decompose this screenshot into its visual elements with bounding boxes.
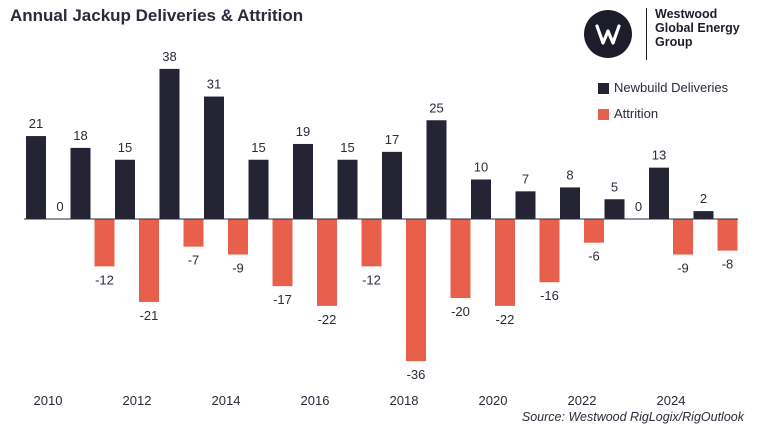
label-attrition-2024: -9 <box>677 261 689 276</box>
bar-newbuild-2011 <box>70 147 91 219</box>
label-attrition-2011: -12 <box>95 272 114 287</box>
label-newbuild-2013: 38 <box>162 49 176 64</box>
label-attrition-2023: 0 <box>635 199 642 214</box>
legend-label-newbuild: Newbuild Deliveries <box>614 80 729 95</box>
label-newbuild-2023: 5 <box>611 179 618 194</box>
bar-attrition-2025 <box>717 219 738 251</box>
x-tick-label-2012: 2012 <box>123 393 152 408</box>
bar-newbuild-2013 <box>159 68 180 220</box>
x-tick-label-2016: 2016 <box>301 393 330 408</box>
x-tick-label-2022: 2022 <box>568 393 597 408</box>
legend-swatch-attrition <box>598 109 609 120</box>
company-logo: Westwood Global Energy Group <box>584 6 754 64</box>
bar-newbuild-2022 <box>560 187 580 219</box>
westwood-logo-icon <box>584 10 632 58</box>
label-newbuild-2021: 7 <box>522 171 529 186</box>
x-tick-label-2020: 2020 <box>479 393 508 408</box>
legend-item-attrition: Attrition <box>598 106 758 124</box>
bar-newbuild-2012 <box>115 159 135 219</box>
bar-newbuild-2025 <box>693 211 714 219</box>
label-attrition-2025: -8 <box>722 257 734 272</box>
label-attrition-2018: -36 <box>407 367 426 382</box>
label-newbuild-2016: 19 <box>296 124 310 139</box>
bar-attrition-2024 <box>673 219 693 255</box>
bar-newbuild-2017 <box>337 159 358 219</box>
bar-attrition-2019 <box>450 219 471 298</box>
bar-attrition-2017 <box>361 219 382 267</box>
legend-item-newbuild: Newbuild Deliveries <box>598 80 758 98</box>
label-newbuild-2017: 15 <box>340 140 354 155</box>
logo-line-3: Group <box>655 35 693 49</box>
logo-text: Westwood Global Energy Group <box>655 7 755 49</box>
logo-divider <box>646 8 647 60</box>
label-attrition-2013: -7 <box>188 253 200 268</box>
bar-newbuild-2023 <box>604 199 625 219</box>
label-newbuild-2010: 21 <box>29 116 43 131</box>
label-newbuild-2019: 25 <box>429 100 443 115</box>
bar-newbuild-2020 <box>471 179 491 219</box>
bar-attrition-2016 <box>317 219 337 306</box>
bar-attrition-2020 <box>495 219 515 306</box>
bar-attrition-2021 <box>539 219 560 283</box>
bar-attrition-2022 <box>584 219 604 243</box>
bar-newbuild-2015 <box>248 159 269 219</box>
label-attrition-2019: -20 <box>451 304 470 319</box>
logo-line-2: Global Energy <box>655 21 740 35</box>
label-attrition-2022: -6 <box>588 249 600 264</box>
bar-newbuild-2018 <box>382 151 402 219</box>
bar-attrition-2012 <box>139 219 159 302</box>
label-newbuild-2024: 13 <box>652 148 666 163</box>
bar-attrition-2014 <box>228 219 248 255</box>
bar-attrition-2018 <box>406 219 426 362</box>
label-attrition-2016: -22 <box>318 312 337 327</box>
bar-newbuild-2021 <box>515 191 536 219</box>
label-attrition-2010: 0 <box>56 199 63 214</box>
bar-newbuild-2019 <box>426 120 447 219</box>
bar-newbuild-2016 <box>293 143 313 219</box>
label-attrition-2012: -21 <box>140 308 159 323</box>
x-tick-label-2018: 2018 <box>390 393 419 408</box>
bar-newbuild-2014 <box>204 96 224 219</box>
source-note: Source: Westwood RigLogix/RigOutlook <box>521 410 744 424</box>
label-attrition-2014: -9 <box>232 261 244 276</box>
x-tick-label-2010: 2010 <box>34 393 63 408</box>
x-tick-label-2014: 2014 <box>212 393 241 408</box>
logo-line-1: Westwood <box>655 7 718 21</box>
label-newbuild-2020: 10 <box>474 160 488 175</box>
label-newbuild-2018: 17 <box>385 132 399 147</box>
label-newbuild-2014: 31 <box>207 77 221 92</box>
label-newbuild-2015: 15 <box>251 140 265 155</box>
label-newbuild-2012: 15 <box>118 140 132 155</box>
label-attrition-2015: -17 <box>273 292 292 307</box>
label-attrition-2021: -16 <box>540 288 559 303</box>
bar-newbuild-2024 <box>649 167 669 219</box>
chart-title: Annual Jackup Deliveries & Attrition <box>10 6 304 25</box>
label-attrition-2017: -12 <box>362 272 381 287</box>
label-attrition-2020: -22 <box>496 312 515 327</box>
bar-newbuild-2010 <box>26 136 46 219</box>
x-tick-label-2024: 2024 <box>657 393 686 408</box>
bar-attrition-2015 <box>272 219 293 287</box>
bar-attrition-2013 <box>183 219 204 247</box>
bar-attrition-2011 <box>94 219 115 267</box>
label-newbuild-2025: 2 <box>700 191 707 206</box>
legend-label-attrition: Attrition <box>614 106 659 121</box>
label-newbuild-2011: 18 <box>73 128 87 143</box>
legend-swatch-newbuild <box>598 83 609 94</box>
label-newbuild-2022: 8 <box>566 167 573 182</box>
